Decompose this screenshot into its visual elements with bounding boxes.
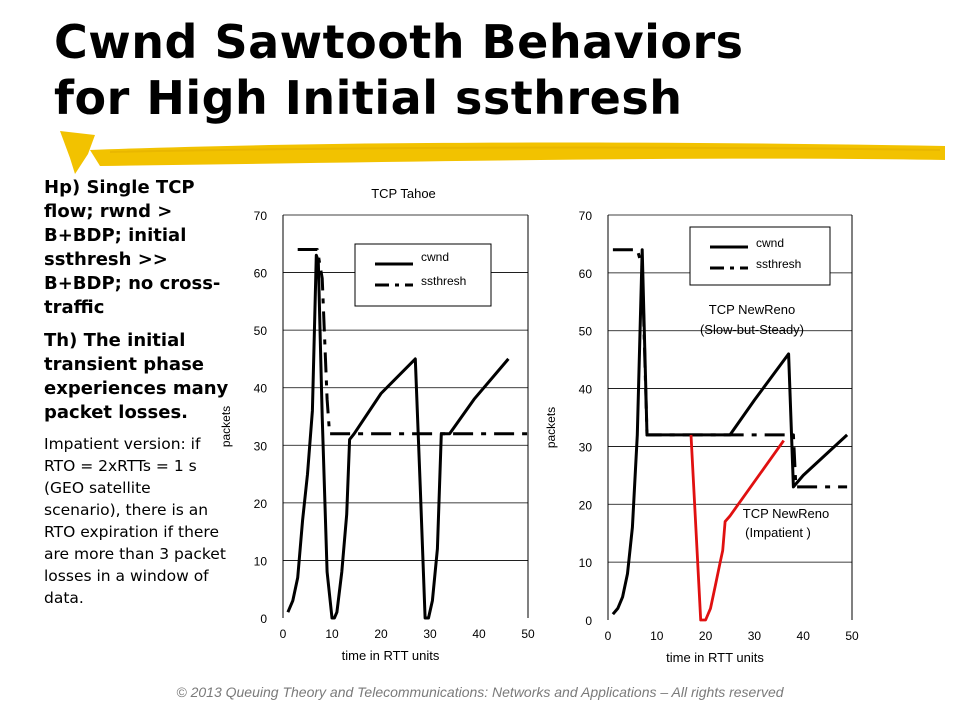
chart1-ytick-label: 70 — [254, 209, 268, 223]
chart1-legend-label-cwnd: cwnd — [421, 250, 449, 264]
chart2-ytick-label: 40 — [579, 383, 593, 397]
chart2-ytick-label: 30 — [579, 440, 593, 454]
title-line-1: Cwnd Sawtooth Behaviors — [54, 15, 744, 69]
chart2-ytick-label: 60 — [579, 267, 593, 281]
chart1-legend-label-ssthresh: ssthresh — [421, 274, 466, 288]
chart1-xtick-label: 10 — [325, 627, 339, 641]
chart2-ytick-label: 50 — [579, 325, 593, 339]
chart2-xlabel: time in RTT units — [666, 650, 764, 665]
chart2-xtick-label: 0 — [605, 629, 612, 643]
chart2-legend-label-cwnd: cwnd — [756, 236, 784, 250]
title-line-2: for High Initial ssthresh — [54, 71, 683, 125]
chart2-legend-label-ssthresh: ssthresh — [756, 257, 801, 271]
chart2-series-ssthresh — [612, 248, 848, 489]
chart1-legend-box — [354, 243, 492, 307]
chart1-title: TCP Tahoe — [371, 186, 436, 201]
hypothesis-text: Hp) Single TCP flow; rwnd > B+BDP; initi… — [44, 177, 221, 318]
chart1-ytick-label: 50 — [254, 324, 268, 338]
chart2-legend-box — [689, 226, 831, 286]
chart1-series-ssthresh — [297, 248, 533, 436]
chart2-xtick-label: 50 — [845, 629, 859, 643]
chart1-ytick-label: 10 — [254, 554, 268, 568]
chart1-series-cwnd — [286, 253, 510, 620]
hypothesis-panel: Hp) Single TCP flow; rwnd > B+BDP; initi… — [44, 176, 230, 609]
chart2-xtick-label: 30 — [748, 629, 762, 643]
chart2-ytick-label: 0 — [585, 614, 592, 628]
chart2-annotation: (Slow-but-Steady) — [700, 322, 804, 337]
chart1-ytick-label: 60 — [254, 267, 268, 281]
thesis-text: Th) The initial transient phase experien… — [44, 330, 229, 423]
copyright-footer: © 2013 Queuing Theory and Telecommunicat… — [176, 684, 784, 700]
chart1-xtick-label: 20 — [374, 627, 388, 641]
chart1-xtick-label: 0 — [280, 627, 287, 641]
chart2-xtick-label: 20 — [699, 629, 713, 643]
chart2-xtick-label: 40 — [797, 629, 811, 643]
chart1-ytick-label: 40 — [254, 382, 268, 396]
slide-title: Cwnd Sawtooth Behaviors for High Initial… — [54, 14, 934, 126]
chart2-ytick-label: 20 — [579, 498, 593, 512]
chart1-xtick-label: 30 — [423, 627, 437, 641]
chart2-annotation: (Impatient ) — [745, 525, 811, 540]
chart1-ytick-label: 0 — [260, 612, 267, 626]
impatient-note: Impatient version: if RTO = 2xRTTs = 1 s… — [44, 435, 226, 607]
chart1-ytick-label: 30 — [254, 439, 268, 453]
chart2-xtick-label: 10 — [650, 629, 664, 643]
chart1-ylabel: packets — [219, 406, 233, 447]
chart1-xtick-label: 40 — [472, 627, 486, 641]
chart2-series-impatient — [689, 434, 785, 622]
chart2-ytick-label: 10 — [579, 556, 593, 570]
chart1-ytick-label: 20 — [254, 497, 268, 511]
chart2-ytick-label: 70 — [579, 209, 593, 223]
chart1-xtick-label: 50 — [521, 627, 535, 641]
chart1-xlabel: time in RTT units — [342, 648, 440, 663]
chart2-annotation: TCP NewReno — [709, 302, 795, 317]
chart2-ylabel: packets — [544, 407, 558, 448]
chart2-annotation: TCP NewReno — [743, 506, 829, 521]
